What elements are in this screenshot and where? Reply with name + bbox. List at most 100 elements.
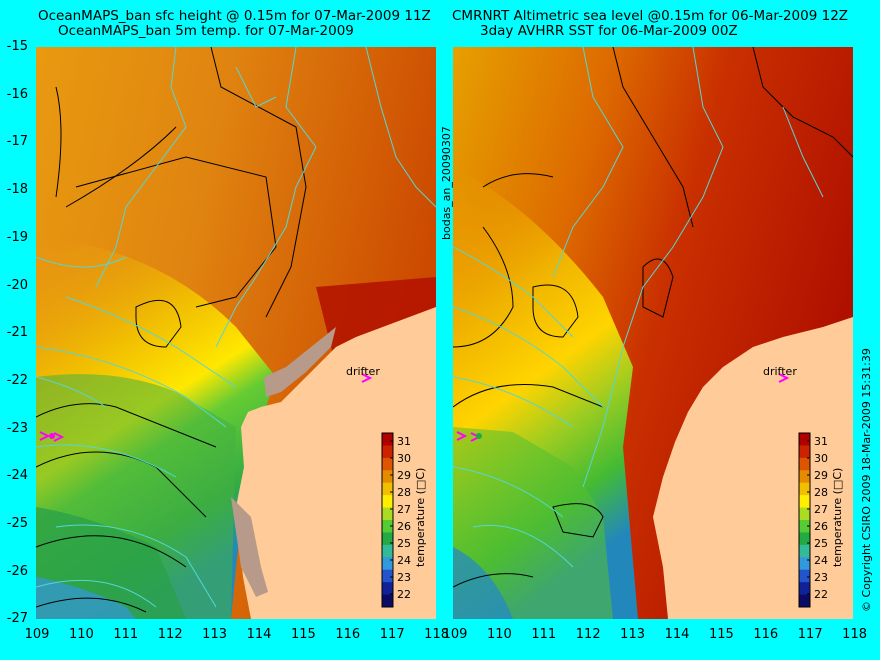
y-axis-label: -16 [6, 86, 28, 102]
colorbar-swatch [382, 582, 393, 596]
colorbar-tick-label: 27 [397, 503, 411, 516]
colorbar-swatch [382, 520, 393, 533]
colorbar-frame [381, 432, 394, 608]
right-drifter-label: drifter [763, 365, 797, 378]
colorbar-swatch [799, 594, 810, 608]
y-axis-label: -26 [6, 563, 28, 579]
right-map[interactable]: 31 30 29 28 27 26 25 24 23 22 drifter temperature… [453, 47, 853, 619]
y-axis-label: -23 [6, 420, 28, 436]
y-axis-label: -17 [6, 134, 28, 150]
colorbar-swatch [799, 495, 810, 509]
colorbar-swatch [382, 557, 393, 571]
colorbar-swatch [799, 470, 810, 484]
right-drifter-markers [456, 373, 790, 442]
left-map[interactable]: 31 30 29 28 27 26 25 24 23 22 drifter temperature… [36, 47, 436, 619]
colorbar-tick-label: 31 [814, 435, 828, 448]
x-axis-label: 114 [664, 627, 690, 642]
colorbar-swatch [382, 482, 393, 496]
colorbar-swatch [382, 433, 393, 446]
left-colorbar: 31 30 29 28 27 26 25 24 23 22 [381, 432, 411, 608]
colorbar-swatch [382, 544, 393, 558]
y-axis-label: -19 [6, 229, 28, 245]
x-axis-label: 109 [442, 627, 468, 642]
x-axis-label: 118 [842, 627, 868, 642]
x-axis-label: 110 [486, 627, 512, 642]
colorbar-tick-label: 25 [814, 537, 828, 550]
right-colorbar: 31 30 29 28 27 26 25 24 23 22 [798, 432, 828, 608]
colorbar-tick-label: 26 [814, 520, 828, 533]
colorbar-swatch [382, 495, 393, 509]
colorbar-tick-label: 26 [397, 520, 411, 533]
left-drifter-markers [39, 373, 373, 442]
x-axis-label: 115 [290, 627, 316, 642]
colorbar-tick-label: 24 [397, 554, 411, 567]
colorbar-swatch [382, 532, 393, 546]
y-axis-label: -25 [6, 516, 28, 531]
right-title-line2: 3day AVHRR SST for 06-Mar-2009 00Z [480, 23, 738, 39]
colorbar-tick-label: 23 [397, 571, 411, 584]
colorbar-swatch [799, 582, 810, 596]
right-map-canvas: 31 30 29 28 27 26 25 24 23 22 [453, 47, 853, 619]
colorbar-tick-label: 27 [814, 503, 828, 516]
y-axis-label: -22 [6, 372, 28, 388]
colorbar-swatch [799, 557, 810, 571]
colorbar-tick-label: 31 [397, 435, 411, 448]
y-axis-label: -18 [6, 182, 28, 198]
x-axis-label: 117 [797, 627, 823, 642]
colorbar-tick-label: 29 [814, 469, 828, 482]
colorbar-swatch [799, 532, 810, 546]
left-title-line2: OceanMAPS_ban 5m temp. for 07-Mar-2009 [58, 23, 354, 39]
x-axis-label: 116 [753, 627, 779, 642]
colorbar-tick-label: 28 [814, 486, 828, 499]
colorbar-tick-label: 29 [397, 469, 411, 482]
left-map-canvas: 31 30 29 28 27 26 25 24 23 22 [36, 47, 436, 619]
colorbar-tick-label: 30 [397, 452, 411, 465]
left-title-line1: OceanMAPS_ban sfc height @ 0.15m for 07-… [38, 8, 431, 24]
left-colorbar-title: temperature (□C) [414, 467, 427, 567]
x-axis-label: 113 [202, 627, 228, 642]
colorbar-swatch [382, 507, 393, 521]
y-axis-label: -24 [6, 468, 28, 484]
colorbar-swatch [382, 569, 393, 583]
x-axis-label: 111 [113, 627, 139, 642]
right-colorbar-title: temperature (□C) [831, 467, 844, 567]
colorbar-tick-label: 30 [814, 452, 828, 465]
colorbar-tick-label: 22 [397, 588, 411, 601]
x-axis-label: 115 [708, 627, 734, 642]
colorbar-swatch [382, 457, 393, 471]
x-axis-label: 111 [531, 627, 557, 642]
colorbar-swatch [799, 507, 810, 521]
colorbar-swatch [382, 445, 393, 459]
x-axis-label: 112 [575, 627, 601, 642]
colorbar-tick-label: 24 [814, 554, 828, 567]
colorbar-swatch [799, 433, 810, 446]
colorbar-swatch [799, 482, 810, 496]
y-axis-label: -20 [6, 277, 28, 293]
x-axis-label: 109 [24, 627, 50, 642]
center-run-label: bodas_an_20090307 [440, 126, 453, 240]
y-axis-label: -21 [6, 325, 28, 341]
x-axis-label: 114 [246, 627, 272, 642]
colorbar-swatch [799, 544, 810, 558]
colorbar-swatch [799, 520, 810, 533]
copyright-label: © Copyright CSIRO 2009 18-Mar-2009 15:31… [860, 348, 873, 612]
right-title-line1: CMRNRT Altimetric sea level @0.15m for 0… [452, 8, 849, 24]
x-axis-label: 113 [620, 627, 646, 642]
x-axis-label: 116 [335, 627, 361, 642]
colorbar-tick-label: 28 [397, 486, 411, 499]
colorbar-swatch [799, 569, 810, 583]
x-axis-label: 112 [157, 627, 183, 642]
colorbar-tick-label: 23 [814, 571, 828, 584]
colorbar-swatch [799, 445, 810, 459]
x-axis-label: 118 [424, 627, 450, 642]
colorbar-swatch [382, 470, 393, 484]
x-axis-label: 110 [68, 627, 94, 642]
colorbar-frame [798, 432, 811, 608]
colorbar-tick-label: 22 [814, 588, 828, 601]
y-axis-label: -27 [6, 611, 28, 627]
colorbar-swatch [799, 457, 810, 471]
y-axis-label: -15 [6, 39, 28, 54]
left-drifter-label: drifter [346, 365, 380, 378]
colorbar-swatch [382, 594, 393, 608]
x-axis-label: 117 [379, 627, 405, 642]
